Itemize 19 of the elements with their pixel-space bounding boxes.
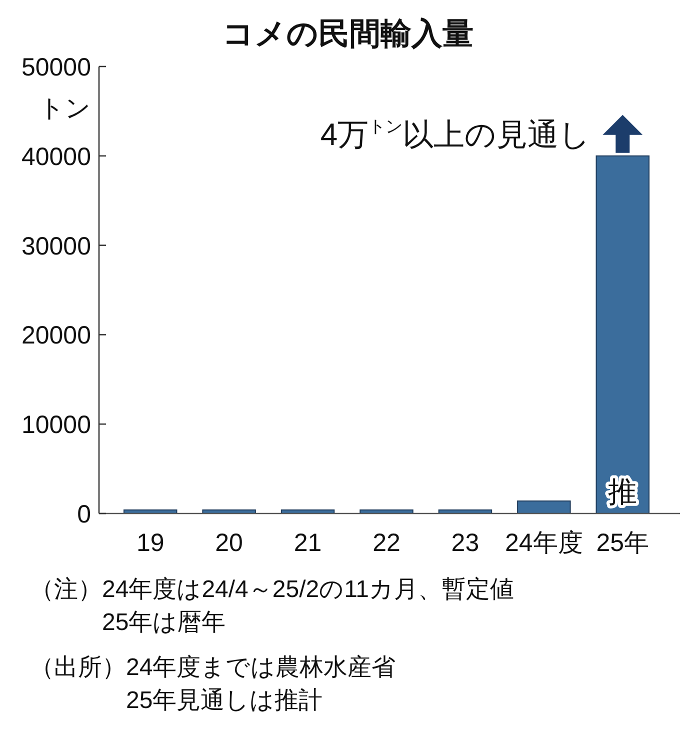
x-tick-label: 23 (451, 529, 480, 557)
x-tick-label: 21 (294, 529, 322, 557)
y-tick-label: 20000 (21, 322, 91, 350)
x-tick-label: 24年度 (505, 529, 583, 557)
y-tick-label: 30000 (21, 232, 91, 260)
annotation: 4万$^{トン}$以上の見通し (320, 116, 591, 152)
data-label: 推 (608, 476, 638, 508)
y-tick-label: 40000 (21, 142, 91, 171)
text: （注）24年度は24/4～25/2の11カ月、暫定値 25年は暦年 (30, 576, 514, 636)
x-tick-label: 25年 (596, 529, 650, 557)
x-tick-label: 20 (215, 529, 243, 557)
y-axis-title: トン (39, 94, 91, 122)
y-tick-label: 10000 (21, 411, 91, 440)
x-tick-label: 22 (372, 529, 400, 557)
text: （出所）24年度までは農林水産省 25年見通しは推計 (30, 654, 396, 714)
y-tick-label: 0 (77, 500, 91, 528)
chart-title: コメの民間輸入量 (222, 16, 474, 51)
y-tick-label: 50000 (21, 54, 91, 82)
x-tick-label: 19 (136, 529, 164, 557)
